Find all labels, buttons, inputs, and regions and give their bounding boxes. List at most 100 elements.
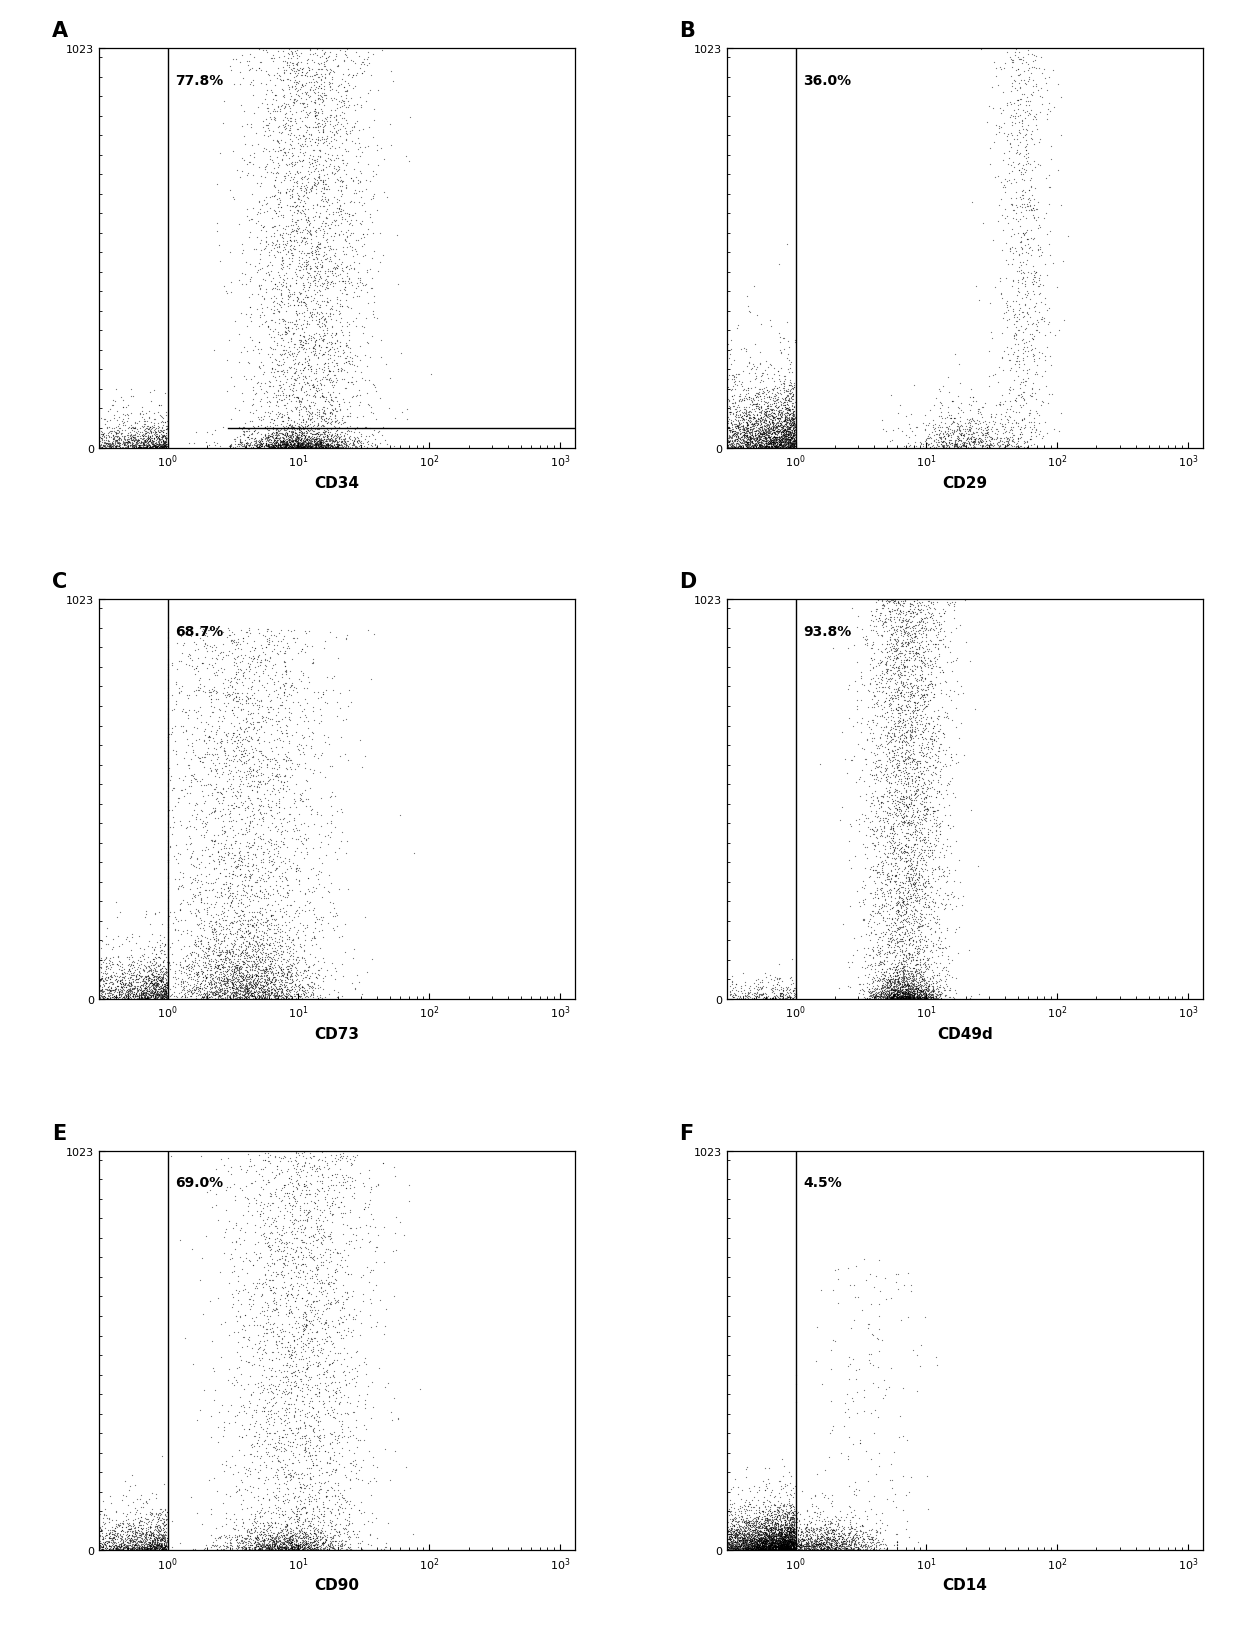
Point bbox=[122, 1536, 141, 1562]
Point bbox=[784, 1518, 804, 1544]
Point bbox=[320, 338, 340, 364]
Point bbox=[773, 416, 792, 442]
Point bbox=[300, 426, 320, 452]
Point bbox=[250, 248, 270, 274]
Point bbox=[263, 432, 283, 459]
Point bbox=[915, 984, 935, 1010]
Point bbox=[304, 64, 324, 90]
Point bbox=[776, 1523, 796, 1549]
Point bbox=[781, 1536, 801, 1562]
Point bbox=[780, 415, 800, 441]
Point bbox=[800, 1536, 820, 1562]
Point bbox=[330, 333, 350, 359]
Point bbox=[98, 415, 118, 441]
Point bbox=[885, 958, 905, 984]
Point bbox=[123, 428, 143, 454]
Point bbox=[729, 1531, 749, 1557]
Point bbox=[756, 1529, 776, 1555]
Point bbox=[295, 1423, 315, 1449]
Point bbox=[95, 423, 115, 449]
Point bbox=[299, 1239, 319, 1265]
Point bbox=[277, 320, 296, 346]
Point bbox=[126, 1536, 146, 1562]
Point bbox=[753, 1536, 773, 1562]
Point bbox=[246, 929, 265, 955]
Point bbox=[326, 351, 346, 377]
Point bbox=[901, 726, 921, 752]
Point bbox=[866, 881, 885, 907]
Point bbox=[260, 860, 280, 886]
Point bbox=[322, 950, 342, 976]
Point bbox=[761, 1537, 781, 1563]
Point bbox=[122, 951, 141, 978]
Point bbox=[135, 1524, 155, 1550]
Point bbox=[766, 1523, 786, 1549]
Point bbox=[1021, 103, 1040, 129]
Point bbox=[770, 1503, 790, 1529]
Point bbox=[153, 432, 172, 459]
Point bbox=[310, 1306, 330, 1332]
Point bbox=[889, 751, 909, 777]
Point bbox=[358, 330, 378, 356]
Point bbox=[290, 392, 310, 418]
Point bbox=[257, 986, 277, 1012]
Point bbox=[1029, 377, 1049, 403]
Point bbox=[893, 966, 913, 992]
Point bbox=[900, 850, 920, 876]
Point bbox=[751, 1531, 771, 1557]
Point bbox=[748, 1523, 768, 1549]
Point bbox=[392, 400, 412, 426]
Point bbox=[265, 1374, 285, 1400]
Point bbox=[140, 418, 160, 444]
Point bbox=[775, 1510, 795, 1536]
Point bbox=[153, 968, 172, 994]
Point bbox=[285, 73, 305, 100]
Point bbox=[991, 281, 1011, 307]
Point bbox=[188, 942, 208, 968]
Point bbox=[284, 1528, 304, 1554]
Point bbox=[748, 1537, 768, 1563]
Point bbox=[263, 881, 283, 907]
Point bbox=[887, 636, 906, 663]
Point bbox=[913, 811, 932, 837]
Point bbox=[257, 969, 277, 996]
Point bbox=[775, 390, 795, 416]
Point bbox=[775, 428, 795, 454]
Point bbox=[782, 431, 802, 457]
Point bbox=[243, 756, 263, 782]
Point bbox=[906, 984, 926, 1010]
Point bbox=[206, 787, 226, 813]
Point bbox=[284, 55, 304, 82]
Point bbox=[1042, 382, 1061, 408]
Point bbox=[157, 951, 177, 978]
Point bbox=[325, 397, 345, 423]
Point bbox=[355, 52, 374, 78]
Point bbox=[135, 428, 155, 454]
Point bbox=[751, 1537, 771, 1563]
Point bbox=[1006, 385, 1025, 411]
Point bbox=[301, 934, 321, 960]
Point bbox=[311, 1231, 331, 1257]
Point bbox=[232, 965, 252, 991]
Point bbox=[241, 646, 260, 672]
Point bbox=[765, 1534, 785, 1560]
Point bbox=[284, 370, 304, 397]
Point bbox=[832, 1529, 852, 1555]
Point bbox=[274, 1470, 294, 1497]
Point bbox=[250, 958, 270, 984]
Point bbox=[761, 1506, 781, 1532]
Point bbox=[940, 801, 960, 827]
Point bbox=[285, 1536, 305, 1562]
Point bbox=[746, 421, 766, 447]
Point bbox=[242, 736, 262, 762]
Point bbox=[847, 1523, 867, 1549]
Point bbox=[238, 759, 258, 785]
Point bbox=[231, 973, 250, 999]
Point bbox=[884, 982, 904, 1009]
Point bbox=[777, 1531, 797, 1557]
Point bbox=[288, 302, 308, 328]
Point bbox=[206, 963, 226, 989]
Point bbox=[172, 978, 192, 1004]
Point bbox=[749, 976, 769, 1002]
Point bbox=[257, 886, 277, 912]
